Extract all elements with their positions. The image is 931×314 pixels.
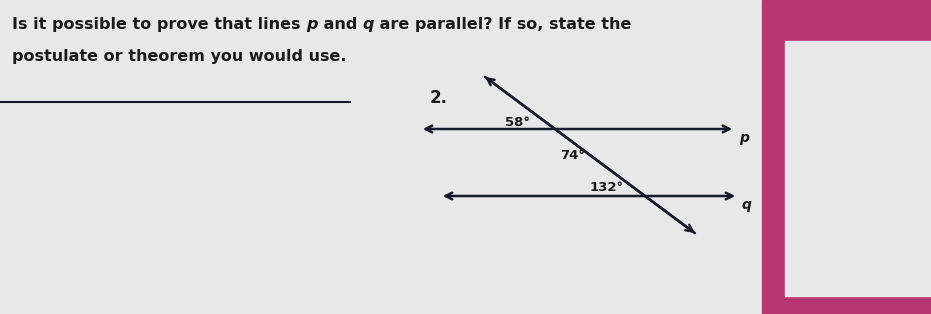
Text: and: and	[317, 17, 363, 32]
Text: 74°: 74°	[560, 149, 585, 162]
Bar	[785, 41, 931, 296]
Bar	[0, 0, 762, 314]
Text: postulate or theorem you would use.: postulate or theorem you would use.	[12, 49, 346, 64]
Text: 132°: 132°	[590, 181, 624, 194]
Text: 58°: 58°	[505, 116, 530, 129]
Text: Is it possible to prove that lines: Is it possible to prove that lines	[12, 17, 306, 32]
Text: 2.: 2.	[430, 89, 448, 107]
Text: q: q	[363, 17, 374, 32]
Text: q: q	[742, 198, 752, 212]
Text: are parallel? If so, state the: are parallel? If so, state the	[374, 17, 631, 32]
Bar	[762, 0, 931, 314]
Text: p: p	[306, 17, 317, 32]
Text: p: p	[739, 131, 749, 145]
